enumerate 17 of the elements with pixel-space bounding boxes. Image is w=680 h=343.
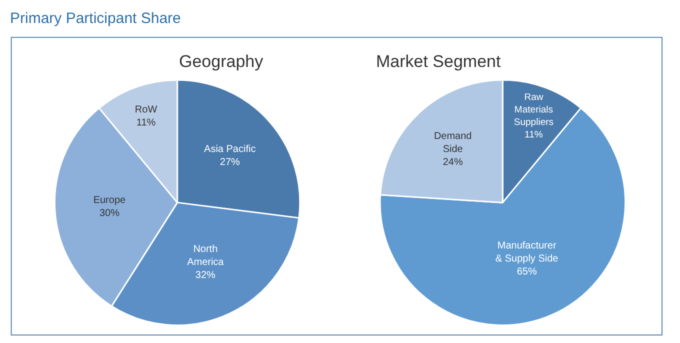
data-label: 11% xyxy=(136,117,156,128)
data-label: 32% xyxy=(195,270,216,282)
data-label: 30% xyxy=(99,208,120,219)
data-label: 65% xyxy=(516,266,537,278)
slice-label: North America xyxy=(187,244,224,268)
slice-label: Demand Side xyxy=(434,131,472,155)
slice-label: Asia Pacific xyxy=(204,144,256,156)
slice-label: Manufacturer & Supply Side xyxy=(495,240,559,264)
data-label: 24% xyxy=(442,157,463,168)
slice-label: Raw Materials Suppliers xyxy=(514,92,554,128)
chart-title: Geography xyxy=(179,52,264,71)
slice-label: Europe xyxy=(93,194,126,206)
slice-label: RoW xyxy=(134,104,158,116)
chart-title: Market Segment xyxy=(376,52,501,71)
data-label: 27% xyxy=(220,157,240,168)
text: Primary Participant Share xyxy=(10,10,181,27)
data-label: 11% xyxy=(524,129,544,140)
